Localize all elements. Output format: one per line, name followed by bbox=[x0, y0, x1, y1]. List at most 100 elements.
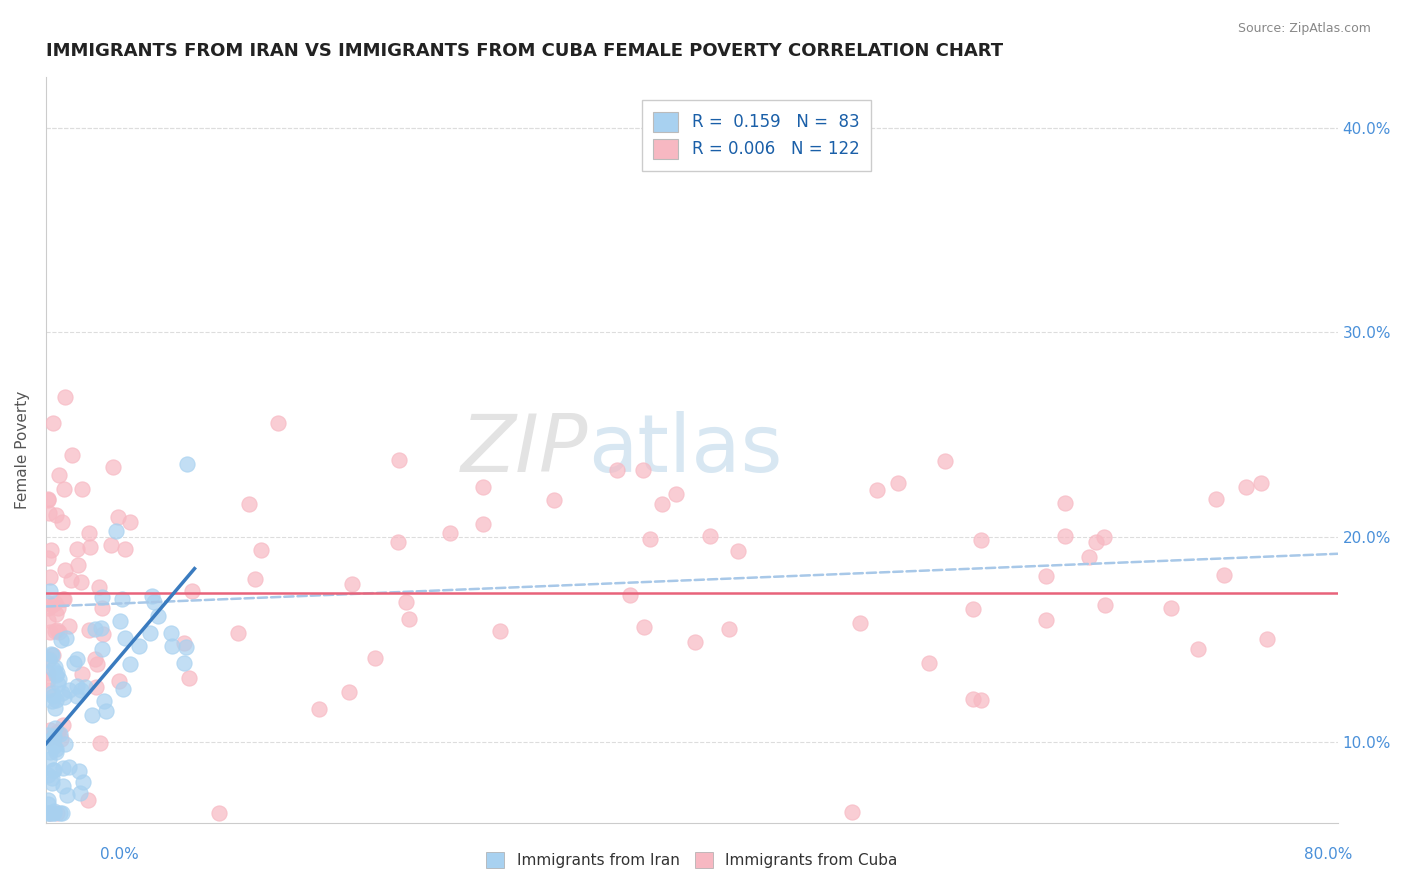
Point bbox=[49, 806, 72, 821]
Text: atlas: atlas bbox=[589, 411, 783, 489]
Point bbox=[159, 626, 181, 640]
Point bbox=[970, 693, 993, 707]
Point bbox=[37, 797, 59, 812]
Point bbox=[1256, 632, 1278, 647]
Text: 0.0%: 0.0% bbox=[100, 847, 139, 862]
Point bbox=[37, 492, 59, 507]
Point bbox=[398, 612, 420, 626]
Point bbox=[37, 551, 59, 566]
Point bbox=[44, 721, 66, 735]
Point bbox=[37, 613, 59, 627]
Point bbox=[89, 580, 111, 594]
Point bbox=[1234, 480, 1257, 494]
Point bbox=[44, 700, 66, 714]
Point bbox=[471, 480, 494, 494]
Point bbox=[77, 793, 100, 807]
Point bbox=[59, 573, 82, 587]
Point bbox=[1053, 495, 1076, 509]
Point bbox=[37, 728, 59, 742]
Point bbox=[38, 752, 60, 766]
Point bbox=[45, 693, 67, 707]
Point bbox=[651, 497, 673, 511]
Point bbox=[38, 570, 60, 584]
Point bbox=[1085, 534, 1108, 549]
Point bbox=[46, 665, 69, 680]
Point bbox=[104, 524, 127, 538]
Point bbox=[439, 526, 461, 541]
Point bbox=[52, 690, 75, 705]
Point bbox=[128, 639, 150, 653]
Point bbox=[42, 806, 65, 821]
Point bbox=[37, 768, 59, 782]
Point bbox=[308, 702, 330, 716]
Point bbox=[70, 574, 93, 589]
Point bbox=[44, 729, 66, 743]
Point bbox=[1187, 641, 1209, 656]
Point bbox=[107, 509, 129, 524]
Point bbox=[52, 591, 75, 606]
Point bbox=[160, 639, 183, 653]
Point bbox=[45, 607, 67, 621]
Point bbox=[82, 707, 104, 722]
Point bbox=[1213, 568, 1236, 582]
Point bbox=[84, 622, 107, 636]
Point bbox=[41, 416, 63, 430]
Point bbox=[1035, 569, 1057, 583]
Point bbox=[208, 806, 231, 821]
Point bbox=[42, 739, 65, 753]
Point bbox=[41, 694, 63, 708]
Point bbox=[699, 529, 721, 543]
Point bbox=[1205, 491, 1227, 506]
Point bbox=[39, 745, 62, 759]
Point bbox=[51, 731, 73, 746]
Point bbox=[180, 583, 202, 598]
Point bbox=[58, 619, 80, 633]
Point bbox=[1094, 598, 1116, 612]
Point bbox=[1077, 550, 1099, 565]
Point bbox=[66, 558, 89, 572]
Point bbox=[49, 727, 72, 741]
Point bbox=[39, 723, 62, 737]
Point bbox=[52, 718, 75, 732]
Point bbox=[917, 656, 939, 670]
Point bbox=[67, 764, 90, 778]
Point bbox=[41, 775, 63, 789]
Point bbox=[42, 731, 65, 746]
Point bbox=[48, 673, 70, 687]
Point bbox=[606, 463, 628, 477]
Point bbox=[65, 541, 87, 556]
Point bbox=[37, 682, 59, 697]
Point bbox=[45, 745, 67, 759]
Legend: R =  0.159   N =  83, R = 0.006   N = 122: R = 0.159 N = 83, R = 0.006 N = 122 bbox=[641, 100, 872, 170]
Point bbox=[245, 572, 267, 586]
Point bbox=[388, 452, 411, 467]
Point bbox=[58, 760, 80, 774]
Point bbox=[633, 463, 655, 477]
Point bbox=[173, 657, 195, 671]
Point bbox=[37, 596, 59, 610]
Point bbox=[91, 627, 114, 641]
Point bbox=[79, 540, 101, 554]
Point bbox=[1053, 529, 1076, 543]
Point bbox=[79, 526, 101, 541]
Point bbox=[139, 626, 162, 640]
Point bbox=[44, 660, 66, 674]
Point bbox=[39, 543, 62, 558]
Point bbox=[37, 806, 59, 821]
Point bbox=[93, 694, 115, 708]
Point bbox=[45, 742, 67, 756]
Point bbox=[543, 493, 565, 508]
Point bbox=[114, 631, 136, 645]
Point bbox=[44, 597, 66, 611]
Point bbox=[970, 533, 993, 547]
Point bbox=[934, 454, 956, 468]
Point bbox=[118, 515, 141, 529]
Point bbox=[174, 640, 197, 654]
Point bbox=[89, 736, 111, 750]
Point bbox=[49, 632, 72, 647]
Point bbox=[42, 662, 65, 676]
Point bbox=[226, 626, 249, 640]
Point bbox=[849, 616, 872, 631]
Point bbox=[142, 594, 165, 608]
Point bbox=[37, 673, 59, 687]
